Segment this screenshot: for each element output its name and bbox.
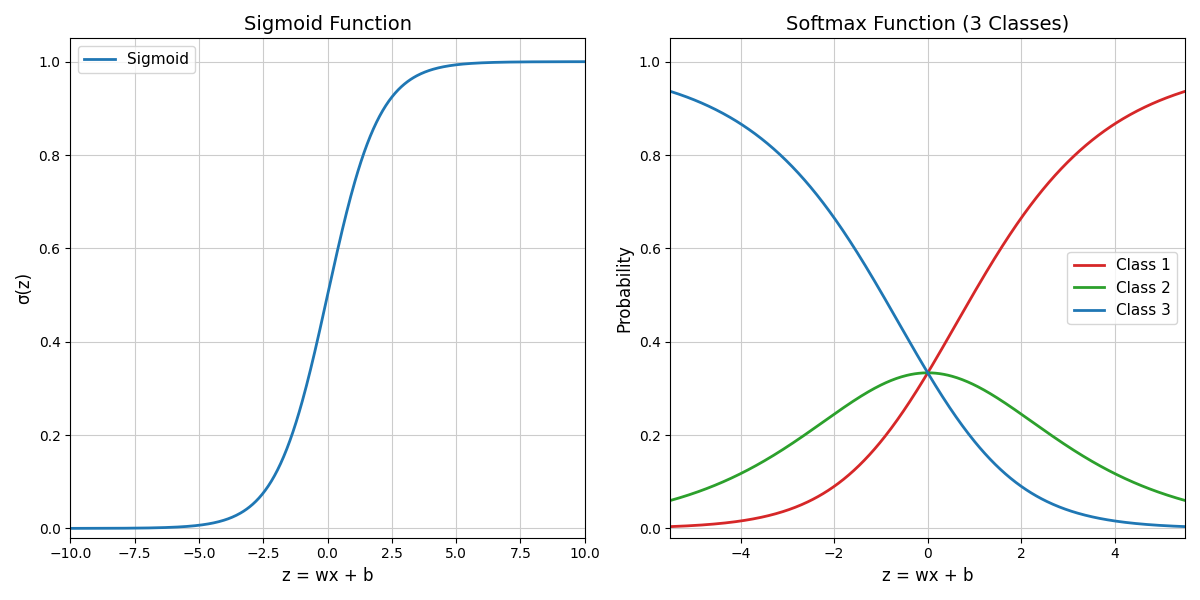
Class 2: [920, 369, 935, 376]
X-axis label: z = wx + b: z = wx + b: [882, 567, 973, 585]
Sigmoid: [485, 59, 499, 66]
Y-axis label: σ(z): σ(z): [16, 272, 34, 304]
Class 2: [664, 497, 678, 504]
Sigmoid: [577, 58, 592, 65]
Title: Softmax Function (3 Classes): Softmax Function (3 Classes): [786, 15, 1069, 34]
Sigmoid: [64, 525, 78, 532]
Class 3: [911, 353, 925, 360]
Class 1: [1085, 137, 1099, 144]
Class 3: [1177, 523, 1192, 530]
Class 1: [942, 333, 956, 340]
Line: Sigmoid: Sigmoid: [71, 62, 584, 529]
Class 3: [907, 347, 922, 355]
Sigmoid: [370, 119, 384, 126]
Class 2: [907, 370, 922, 377]
Class 3: [664, 88, 678, 95]
Class 1: [1165, 92, 1180, 99]
Sigmoid: [307, 349, 322, 356]
Class 1: [970, 284, 984, 292]
Class 3: [1165, 523, 1180, 530]
Class 1: [911, 385, 925, 392]
Line: Class 1: Class 1: [671, 91, 1184, 527]
Class 2: [943, 372, 958, 379]
Class 2: [911, 370, 925, 377]
Title: Sigmoid Function: Sigmoid Function: [244, 15, 412, 34]
Class 2: [1177, 497, 1192, 504]
Class 3: [970, 440, 984, 448]
Class 2: [971, 383, 985, 390]
X-axis label: z = wx + b: z = wx + b: [282, 567, 373, 585]
Class 3: [1085, 513, 1099, 520]
Sigmoid: [565, 58, 580, 65]
Class 1: [1177, 88, 1192, 95]
Line: Class 3: Class 3: [671, 91, 1184, 527]
Class 1: [907, 390, 922, 397]
Class 2: [1086, 458, 1100, 466]
Sigmoid: [311, 335, 325, 343]
Y-axis label: Probability: Probability: [616, 244, 634, 332]
Class 2: [1166, 494, 1181, 501]
Legend: Class 1, Class 2, Class 3: Class 1, Class 2, Class 3: [1068, 252, 1177, 324]
Legend: Sigmoid: Sigmoid: [78, 46, 194, 73]
Class 3: [942, 403, 956, 410]
Class 1: [664, 523, 678, 530]
Sigmoid: [342, 200, 356, 208]
Line: Class 2: Class 2: [671, 373, 1184, 500]
